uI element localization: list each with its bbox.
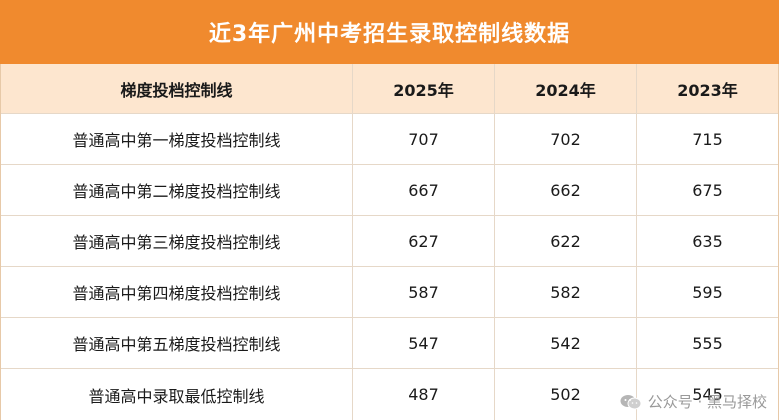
- header-cell-2024: 2024年: [495, 64, 637, 113]
- header-cell-2023: 2023年: [677, 80, 738, 100]
- page-title: 近3年广州中考招生录取控制线数据: [208, 22, 571, 47]
- cell-2025: 667: [353, 165, 495, 215]
- row-label: 普通高中第二梯度投档控制线: [1, 165, 353, 215]
- cell-2023: 555: [692, 333, 723, 353]
- header-cell-2025: 2025年: [353, 64, 495, 113]
- watermark: 公众号 · 黑马择校: [620, 391, 767, 412]
- row-label: 普通高中第五梯度投档控制线: [1, 318, 353, 368]
- watermark-text: 公众号 · 黑马择校: [647, 393, 767, 411]
- table-header-row: 梯度投档控制线 2025年 2024年 2023年: [1, 64, 778, 114]
- row-label: 普通高中录取最低控制线: [1, 369, 353, 420]
- cell-2025: 707: [353, 114, 495, 164]
- cell-2023: 595: [692, 282, 723, 302]
- table-row: 普通高中第三梯度投档控制线 627 622 635: [1, 216, 778, 267]
- cell-2023: 675: [692, 180, 723, 200]
- title-banner: 近3年广州中考招生录取控制线数据: [0, 0, 779, 64]
- cell-2024: 702: [495, 114, 637, 164]
- header-cell-category: 梯度投档控制线: [1, 64, 353, 113]
- cell-2024: 502: [495, 369, 637, 420]
- cell-2025: 587: [353, 267, 495, 317]
- cell-2024: 582: [495, 267, 637, 317]
- score-table: 梯度投档控制线 2025年 2024年 2023年 普通高中第一梯度投档控制线 …: [0, 64, 779, 420]
- cell-2023: 635: [692, 231, 723, 251]
- cell-2025: 627: [353, 216, 495, 266]
- table-row: 普通高中第二梯度投档控制线 667 662 675: [1, 165, 778, 216]
- row-label: 普通高中第一梯度投档控制线: [1, 114, 353, 164]
- table-row: 普通高中第一梯度投档控制线 707 702 715: [1, 114, 778, 165]
- table-row: 普通高中录取最低控制线 487 502 545: [1, 369, 778, 420]
- table-row: 普通高中第五梯度投档控制线 547 542 555: [1, 318, 778, 369]
- cell-2024: 622: [495, 216, 637, 266]
- cell-2023: 545: [692, 385, 723, 404]
- table-row: 普通高中第四梯度投档控制线 587 582 595: [1, 267, 778, 318]
- cell-2024: 542: [495, 318, 637, 368]
- wechat-icon: [620, 394, 642, 410]
- cell-2024: 662: [495, 165, 637, 215]
- row-label: 普通高中第三梯度投档控制线: [1, 216, 353, 266]
- cell-2025: 547: [353, 318, 495, 368]
- row-label: 普通高中第四梯度投档控制线: [1, 267, 353, 317]
- cell-2025: 487: [353, 369, 495, 420]
- cell-2023: 715: [692, 129, 723, 149]
